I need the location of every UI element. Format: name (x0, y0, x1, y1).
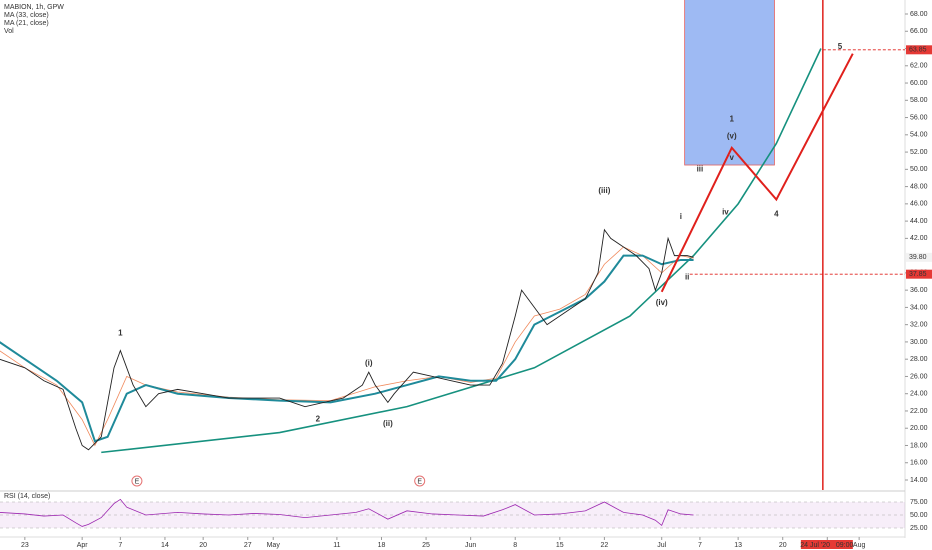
wave-label: iii (697, 164, 704, 173)
rsi-line (0, 498, 694, 527)
y-tick-label: 22.00 (910, 408, 928, 415)
wave-label: (i) (365, 359, 373, 368)
legend-entry: Vol (4, 28, 14, 35)
x-tick-label: 18 (378, 542, 386, 549)
x-tick-label: 25 (422, 542, 430, 549)
x-tick-label: 15 (556, 542, 564, 549)
y-tick-label: 44.00 (910, 218, 928, 225)
y-tick-label: 56.00 (910, 114, 928, 121)
x-tick-label: Aug (853, 542, 866, 549)
y-tick-label: 16.00 (910, 460, 928, 467)
y-tick-label: 28.00 (910, 356, 928, 363)
x-tick-label: Apr (77, 542, 89, 549)
wave-label: i (680, 212, 682, 221)
x-tick-label: 20 (199, 542, 207, 549)
y-tick-label: 46.00 (910, 201, 928, 208)
legend-entry: MA (21, close) (4, 20, 49, 27)
wave-label: (iii) (598, 186, 610, 195)
y-tick-label: 66.00 (910, 28, 928, 35)
y-tick-label: 58.00 (910, 97, 928, 104)
ma-line (0, 254, 694, 443)
x-tick-label: 20 (779, 542, 787, 549)
last-price-badge (906, 252, 932, 262)
y-tick-label: 30.00 (910, 339, 928, 346)
last-price-label: 39.80 (909, 254, 927, 261)
y-tick-label: 26.00 (910, 373, 928, 380)
price-line (0, 228, 694, 451)
y-tick-label: 42.00 (910, 235, 928, 242)
x-tick-label: 7 (118, 542, 122, 549)
y-tick-label: 60.00 (910, 80, 928, 87)
projection-line (660, 53, 854, 293)
y-tick-label: 52.00 (910, 149, 928, 156)
y-tick-label: 32.00 (910, 322, 928, 329)
x-tick-label: 13 (734, 542, 742, 549)
rsi-tick-label: 75.00 (910, 499, 928, 506)
event-marker (131, 475, 143, 487)
level-badge (906, 45, 932, 55)
rsi-tick-label: 50.00 (910, 512, 928, 519)
wave-label: v (730, 153, 735, 162)
x-tick-label: 8 (513, 542, 517, 549)
y-tick-label: 50.00 (910, 166, 928, 173)
y-tick-label: 14.00 (910, 477, 928, 484)
wave-label: iv (722, 208, 729, 217)
x-tick-label: 11 (333, 542, 340, 549)
legend-entry: MA (33, close) (4, 12, 49, 19)
y-tick-label: 36.00 (910, 287, 928, 294)
rsi-label: RSI (14, close) (4, 493, 50, 500)
time-label: 24 Jul '20 09:00 (800, 542, 853, 549)
wave-label: 1 (118, 328, 123, 337)
event-label: E (135, 478, 140, 485)
wave-label: 4 (774, 209, 779, 218)
wave-label: 5 (838, 42, 843, 51)
wave-label: (ii) (383, 419, 393, 428)
level-label: 63.85 (909, 47, 927, 54)
x-tick-label: May (267, 542, 281, 549)
y-tick-label: 24.00 (910, 391, 928, 398)
wave-label: (iv) (656, 298, 668, 307)
target-box (684, 0, 775, 166)
x-tick-label: 23 (21, 542, 29, 549)
y-tick-label: 62.00 (910, 63, 928, 70)
chart-title: MABION, 1h, GPW (4, 4, 64, 11)
x-tick-label: 14 (161, 542, 169, 549)
x-tick-label: 22 (600, 542, 608, 549)
level-label: 37.85 (909, 271, 927, 278)
y-tick-label: 18.00 (910, 442, 928, 449)
trend-curve (101, 48, 822, 454)
wave-label: 1 (730, 114, 735, 123)
wave-label: (v) (727, 132, 737, 141)
y-tick-label: 20.00 (910, 425, 928, 432)
time-badge (800, 540, 853, 549)
x-tick-label: Jun (465, 542, 476, 549)
level-badge (906, 269, 932, 279)
x-tick-label: 7 (698, 542, 702, 549)
y-tick-label: 68.00 (910, 11, 928, 18)
wave-label: ii (685, 272, 689, 281)
wave-label: 2 (316, 415, 321, 424)
x-tick-label: Jul (657, 542, 666, 549)
y-tick-label: 34.00 (910, 304, 928, 311)
ma-line (0, 246, 694, 447)
y-tick-label: 48.00 (910, 183, 928, 190)
rsi-tick-label: 25.00 (910, 525, 928, 532)
event-marker (414, 475, 426, 487)
x-tick-label: 27 (244, 542, 252, 549)
y-tick-label: 54.00 (910, 132, 928, 139)
event-label: E (417, 478, 422, 485)
